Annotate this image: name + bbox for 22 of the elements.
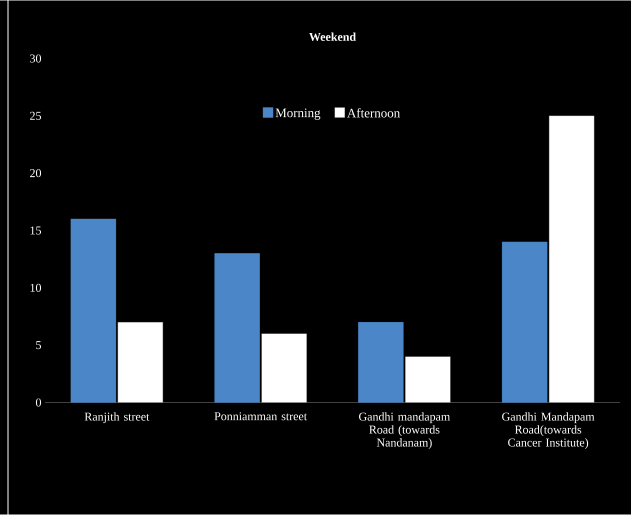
y-tick-label: 0: [36, 398, 42, 407]
x-tick-label: Ponniamman street: [214, 412, 308, 420]
x-tick-label: Ranjith street: [84, 412, 150, 424]
x-tick-label: Gandhi Mandapam Road(towards Cancer Institute): [502, 412, 594, 449]
y-tick-label: 15: [30, 226, 42, 234]
bar: [214, 253, 260, 403]
bar: [502, 242, 548, 403]
bar: [118, 322, 164, 403]
bar: [548, 116, 594, 403]
y-tick-label: 5: [36, 341, 42, 350]
bar: [261, 333, 307, 403]
y-tick-label: 20: [30, 169, 42, 178]
legend-label: Afternoon: [347, 108, 400, 118]
x-tick-label: Gandhi mandapam Road (towards Nandanam): [359, 412, 450, 449]
bar: [70, 218, 116, 403]
chart-title: Weekend: [309, 32, 356, 41]
bar: [405, 356, 451, 403]
legend-label: Morning: [276, 108, 320, 120]
y-tick-label: 10: [30, 284, 42, 292]
y-tick-label: 30: [30, 54, 42, 63]
bar: [358, 322, 404, 403]
y-tick-label: 25: [30, 112, 42, 120]
